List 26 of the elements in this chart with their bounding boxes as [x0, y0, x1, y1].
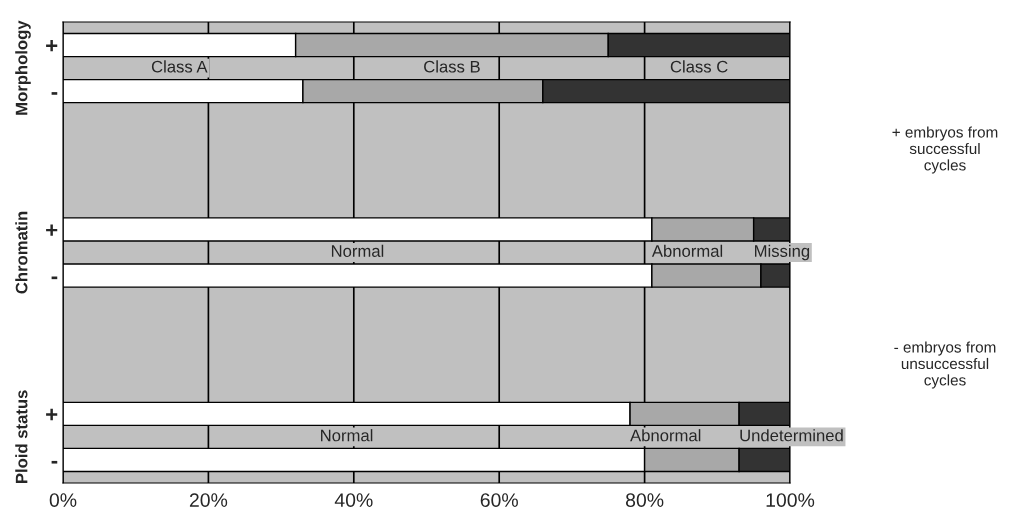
annotation: Class C: [670, 60, 728, 73]
x-tick-label: 20%: [189, 493, 228, 507]
annotation: Missing: [755, 244, 810, 261]
annotation: Normal: [331, 244, 384, 257]
annotation: Normal: [321, 429, 373, 442]
annotation: Abnormal: [630, 429, 701, 442]
annotation: Abnormal: [651, 244, 723, 257]
y-tick-label: +: [46, 40, 58, 52]
y-tick-label: -: [51, 92, 58, 95]
annotation: Class A: [151, 60, 208, 73]
text: Ploid status: [15, 390, 28, 484]
x-tick-label: 80%: [625, 493, 664, 507]
y-tick-label: -: [51, 460, 58, 464]
text: - embryos from unsuccessful cycles: [894, 341, 996, 389]
x-tick-label: 60%: [480, 493, 518, 507]
text: Chromatin: [15, 211, 28, 294]
x-tick-label: 0%: [49, 493, 77, 507]
annotation: Class B: [424, 60, 480, 73]
x-tick-label: 100%: [766, 493, 815, 507]
text: + embryos from successful cycles: [892, 126, 998, 174]
x-tick-label: 40%: [334, 493, 373, 507]
text: Morphology: [15, 20, 31, 115]
y-tick-label: -: [51, 276, 58, 280]
annotation: Undetermined: [740, 429, 843, 442]
y-tick-label: +: [46, 224, 58, 236]
y-tick-label: +: [46, 408, 58, 421]
